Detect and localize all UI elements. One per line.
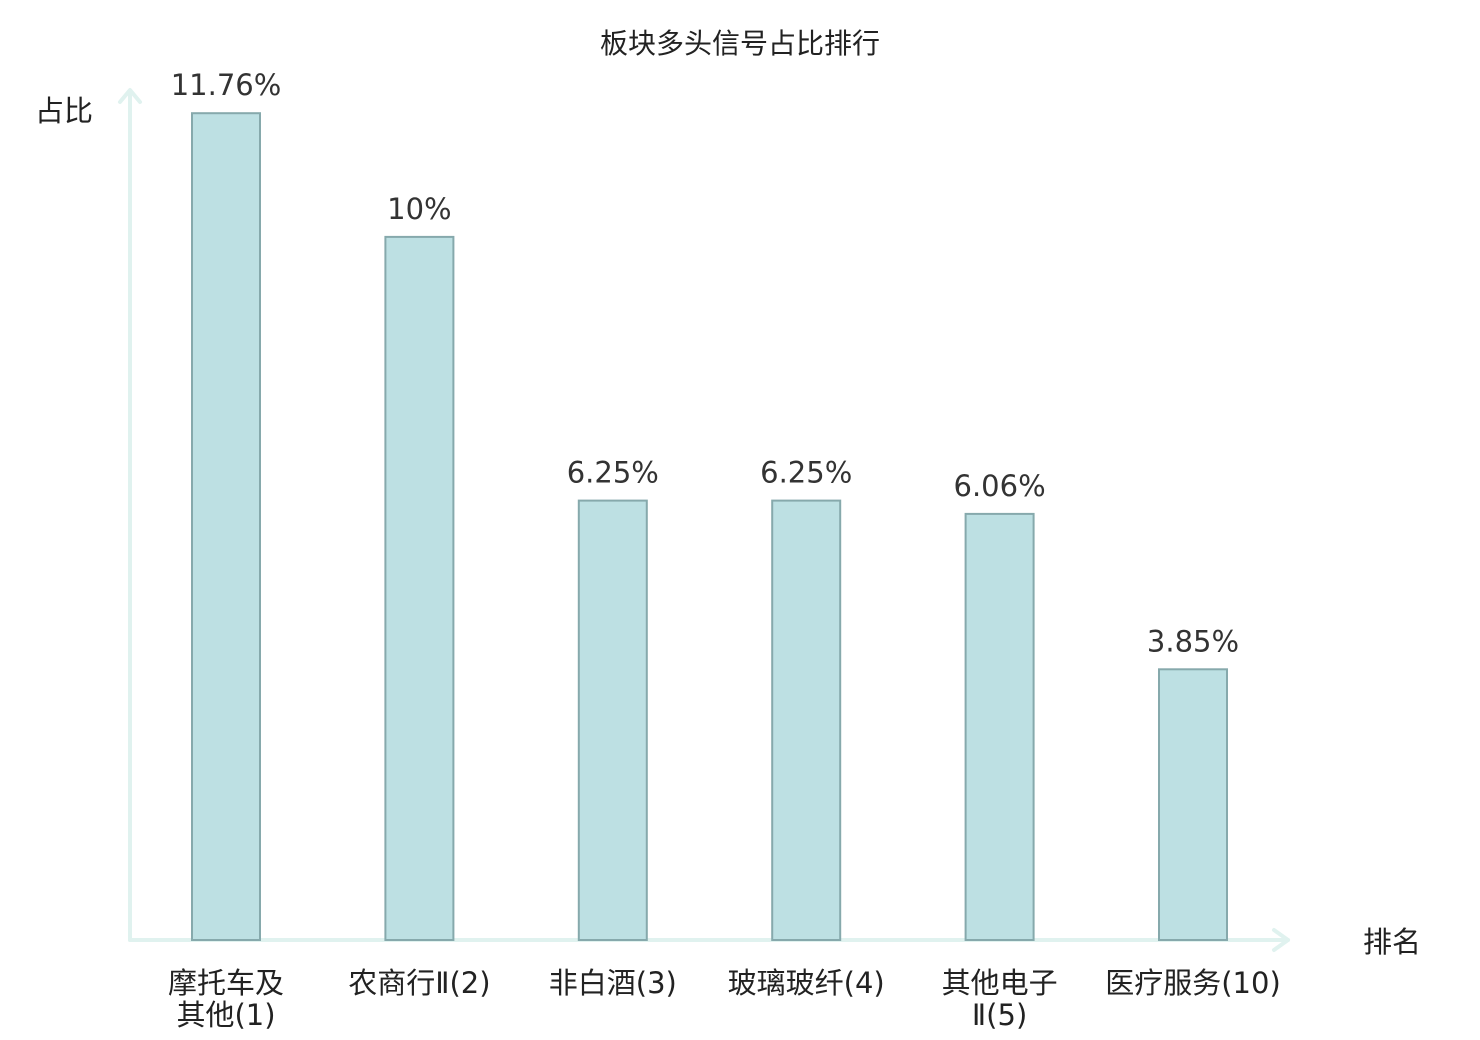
x-tick-label: 其他电子 Ⅱ(5) xyxy=(942,966,1058,1032)
data-label: 6.25% xyxy=(567,456,659,490)
data-label: 6.06% xyxy=(954,469,1046,503)
data-label: 3.85% xyxy=(1147,624,1239,658)
data-label: 11.76% xyxy=(171,68,282,102)
category-labels: 摩托车及其他(1) 农商行Ⅱ(2) 非白酒(3) 玻璃玻纤(4) 其他电子 Ⅱ(5) 医疗服… xyxy=(168,966,1281,1032)
x-axis-arrow xyxy=(1272,928,1290,952)
x-tick-label: 摩托车及其他(1) xyxy=(168,966,284,1032)
x-tick-label: 医疗服务(10) xyxy=(1105,966,1281,1000)
bar xyxy=(384,235,455,941)
y-axis-title: 占比 xyxy=(35,94,93,128)
bar xyxy=(577,499,648,941)
bars xyxy=(191,112,1228,942)
x-tick-label: 非白酒(3) xyxy=(549,966,677,1000)
x-axis-title: 排名 xyxy=(1363,925,1421,959)
bar xyxy=(771,499,842,941)
axes xyxy=(118,88,1290,952)
x-tick-label: 玻璃玻纤(4) xyxy=(728,966,885,1000)
y-axis-arrow xyxy=(118,88,142,104)
bar xyxy=(1158,668,1228,941)
value-labels: 11.76% 10% 6.25% 6.25% 6.06% 3.85% xyxy=(171,68,1239,658)
data-label: 10% xyxy=(387,192,451,226)
x-tick-label: 农商行Ⅱ(2) xyxy=(348,966,490,1000)
bar xyxy=(964,512,1035,942)
chart-title: 板块多头信号占比排行 xyxy=(600,27,880,60)
bar xyxy=(191,112,261,941)
data-label: 6.25% xyxy=(760,456,852,490)
